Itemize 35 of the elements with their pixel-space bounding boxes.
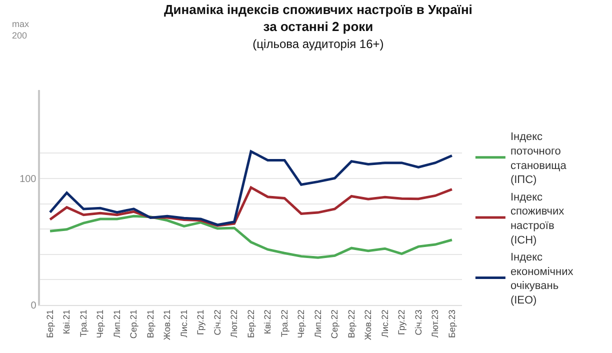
text: max 200 (12, 19, 30, 41)
x-tick-label: Бер.21 (44, 310, 55, 338)
x-tick-label: Лип.22 (312, 310, 323, 338)
x-tick-label: Гру.22 (396, 310, 407, 335)
x-tick-label: Тра.22 (279, 310, 290, 338)
line-series (48, 214, 454, 259)
x-tick-label: Чер.21 (95, 310, 106, 338)
x-tick-label: Лис.22 (380, 310, 390, 338)
x-tick-label: Гру.21 (196, 310, 206, 335)
x-tick-label: Вер.22 (346, 310, 356, 338)
chart-title: Динаміка індексів споживчих настроїв в Україні за останні 2 роки (164, 2, 472, 34)
x-tick-label: Лют.22 (229, 310, 240, 338)
x-tick-label: Лип.21 (112, 310, 122, 338)
x-tick-label: Кві.22 (262, 310, 273, 334)
x-tick-label: Вер.21 (145, 310, 156, 338)
x-tick-label: Бер.23 (446, 310, 457, 338)
x-tick-label: Тра.21 (78, 310, 88, 338)
x-tick-label: Лют.23 (430, 310, 440, 338)
x-tick-label: Лис.21 (178, 310, 189, 338)
x-tick-label: Чер.22 (296, 310, 306, 338)
x-tick-label: Січ.22 (212, 310, 222, 336)
x-tick-label: Жов.21 (162, 310, 172, 340)
chart-subtitle: (цільова аудиторія 16+) (252, 36, 384, 51)
legend-label: Індекс поточного становища (ІПС) (510, 131, 568, 186)
x-tick-label: Сер.21 (128, 310, 139, 339)
x-tick-label: Бер.22 (246, 310, 256, 338)
x-tick-label: Січ.23 (413, 310, 424, 336)
line-series (48, 150, 454, 226)
y-tick-label: 0 (30, 300, 37, 312)
legend-label: Індекс економічних очікувань (ІЕО) (510, 252, 574, 306)
x-tick-label: Жов.22 (363, 310, 374, 340)
legend-label: Індекс споживчих настроїв (ІСН) (510, 191, 565, 246)
y-tick-label: 100 (20, 174, 37, 186)
x-tick-label: Сер.22 (330, 310, 340, 339)
x-tick-label: Кві.21 (62, 310, 72, 334)
